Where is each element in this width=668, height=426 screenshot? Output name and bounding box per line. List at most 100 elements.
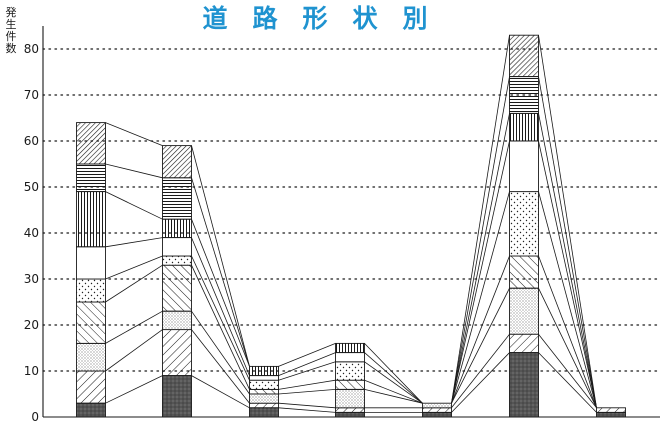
y-axis-label-char: 生 [6,17,17,31]
bar-segment [162,310,192,331]
bar-segment [422,402,452,409]
connector-line [364,379,423,404]
bar-segment [76,342,106,372]
stacked-bar [249,365,279,418]
connector-line [191,255,250,381]
y-axis-label-char: 数 [6,42,17,55]
stacked-bar [162,145,192,418]
connector-line [278,352,336,376]
connector-line [451,333,510,409]
bar-segment [162,264,192,312]
bar-segment [509,34,539,78]
stacked-bar [422,402,452,418]
connector-line [364,389,423,404]
bar-segment [162,218,192,239]
connector-line [191,329,250,404]
bar-segment [596,411,626,418]
bar-segment [76,301,106,344]
connector-line [278,402,336,409]
y-tick-label: 80 [24,42,39,56]
bar-segment [76,370,106,404]
bar-segment [509,352,539,418]
connector-line [191,177,250,367]
bar-segment [249,379,279,390]
bar-segment [422,407,452,413]
y-axis-label-char: 発 [6,5,17,19]
bar-segment [76,246,106,280]
connector-line [364,352,423,404]
bar-segment [335,342,365,354]
connector-line [191,145,250,367]
bar-segment [509,191,539,257]
bar-segment [509,333,539,354]
connector-line [451,140,510,404]
connector-line [538,76,597,408]
connector-line [105,329,163,372]
bar-segment [335,379,365,390]
bar-segment [335,352,365,363]
bar-segment [76,163,106,193]
y-tick-label: 10 [24,364,39,378]
connector-line [451,352,510,413]
y-axis-label-char: 件 [6,30,17,43]
bar-segment [162,177,192,220]
y-tick-label: 0 [31,410,39,424]
bar-segment [335,411,365,418]
connector-line [364,343,423,404]
chart-title: 道 路 形 状 別 [202,4,427,33]
y-tick-label: 30 [24,272,39,286]
connector-line [278,361,336,381]
connector-line [278,343,336,367]
bar-segment [596,407,626,413]
connector-line [278,379,336,390]
y-tick-label: 50 [24,180,39,194]
connector-line [364,361,423,404]
connector-line [191,375,250,409]
bar-segment [249,388,279,395]
connector-line [451,288,510,404]
connector-lines [105,35,597,413]
y-tick-label: 60 [24,134,39,148]
connector-line [538,191,597,408]
stacked-bar [596,407,626,418]
bar-segment [162,329,192,377]
connector-line [191,310,250,395]
connector-line [105,375,163,404]
bar-segment [249,375,279,381]
gridlines [42,48,661,372]
connector-line [191,265,250,390]
y-tick-label: 20 [24,318,39,332]
connector-line [538,255,597,408]
connector-line [105,122,163,146]
connector-line [278,389,336,395]
connector-line [451,255,510,404]
connector-line [451,191,510,404]
connector-line [538,35,597,408]
connector-line [105,237,163,248]
bar-segment [509,112,539,142]
connector-line [191,219,250,367]
bar-segment [76,402,106,418]
bar-segment [422,411,452,418]
bar-segment [249,402,279,409]
connector-line [105,163,163,179]
connector-line [451,76,510,404]
y-tick-label: 40 [24,226,39,240]
bar-segment [335,361,365,381]
bar-segment [509,140,539,193]
bars [76,34,626,418]
connector-line [538,352,597,413]
connector-line [451,113,510,404]
connector-line [278,407,336,413]
connector-line [538,333,597,409]
connector-line [105,255,163,280]
bar-segment [335,388,365,409]
bar-segment [509,287,539,335]
bar-segment [76,122,106,165]
bar-segment [249,407,279,418]
bar-segment [76,191,106,248]
bar-segment [162,145,192,179]
stacked-bar [335,342,365,418]
connector-line [191,237,250,376]
